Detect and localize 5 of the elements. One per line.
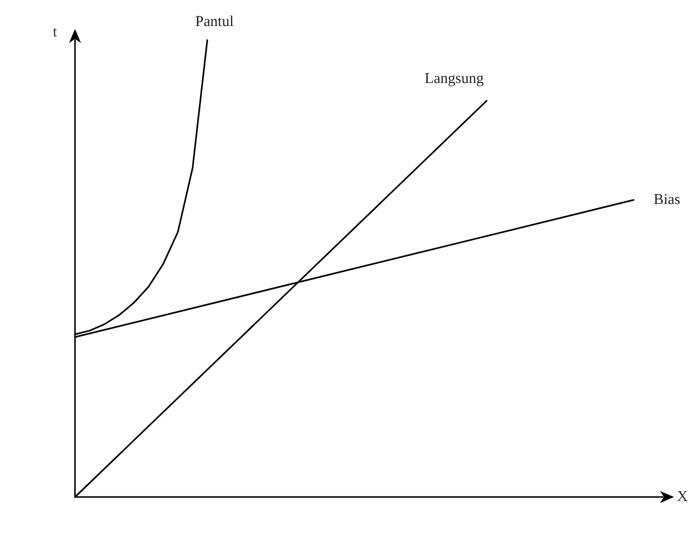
y-axis-title: t	[52, 24, 58, 40]
series-label: Langsung	[424, 70, 484, 87]
series-label: Bias	[654, 192, 680, 208]
series-label: Pantul	[195, 14, 234, 30]
x-axis-title: X	[677, 489, 688, 505]
